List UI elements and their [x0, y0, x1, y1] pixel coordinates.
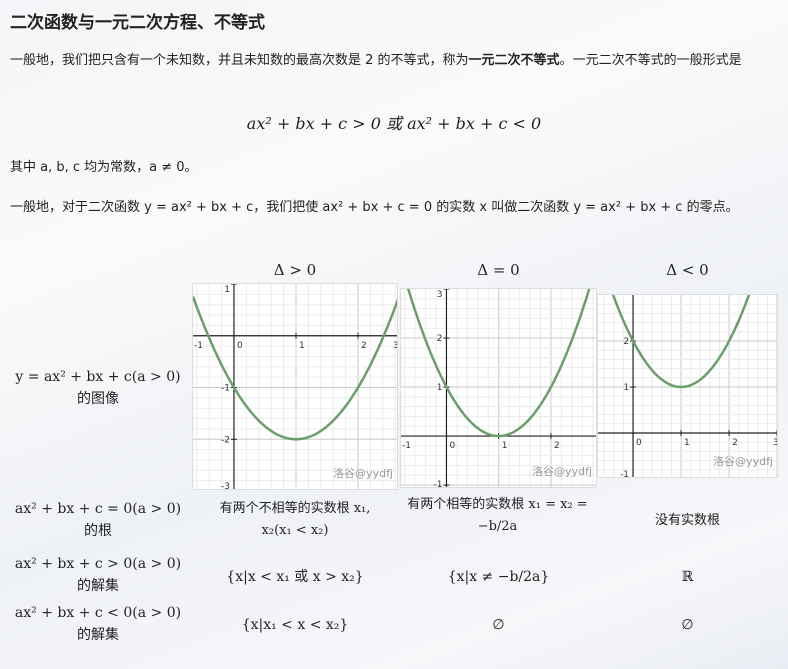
- parabola: [193, 296, 397, 441]
- watermark: 洛谷@yydfj: [713, 454, 773, 468]
- y-tick-label: -1: [433, 480, 442, 488]
- graph: -1 0 1 2 3 1 -1 -2 -3 洛谷@yydfj: [192, 283, 398, 490]
- y-tick-label: 1: [224, 285, 230, 295]
- x-tick-label: 0: [449, 441, 455, 451]
- row-label: y = ax² + bx + c(a > 0) 的图像: [15, 369, 181, 407]
- x-tick-label: 2: [732, 438, 738, 448]
- row-label: ax² + bx + c = 0(a > 0) 的根: [14, 501, 182, 539]
- y-tick-label: 2: [623, 337, 629, 347]
- x-tick-label: 2: [554, 441, 560, 451]
- formula: ax² + bx + c > 0 或 ax² + bx + c < 0: [246, 114, 542, 133]
- row-label: ax² + bx + c < 0(a > 0) 的解集: [14, 605, 182, 643]
- cell: ℝ: [681, 569, 694, 585]
- x-tick-label: 2: [361, 341, 367, 351]
- x-tick-label: 1: [684, 438, 690, 448]
- y-tick-label: -3: [221, 482, 230, 490]
- x-tick-label: 3: [393, 341, 398, 351]
- x-tick-label: 3: [773, 438, 778, 448]
- graph: 0 1 2 3 2 1 -1 洛谷@yydfj: [597, 294, 778, 478]
- cell: {x|x < x₁ 或 x > x₂}: [226, 569, 364, 585]
- column-header: Δ > 0: [273, 261, 317, 279]
- x-tick-label: 0: [636, 438, 642, 448]
- text: 。一元二次不等式的一般形式是: [559, 53, 742, 68]
- y-tick-label: 2: [437, 334, 443, 344]
- column-header: Δ = 0: [477, 261, 520, 279]
- watermark: 洛谷@yydfj: [333, 466, 393, 480]
- paragraph: 其中 a, b, c 均为常数，a ≠ 0。: [10, 160, 198, 175]
- y-tick-label: -2: [221, 435, 230, 445]
- column-header: Δ < 0: [666, 261, 709, 279]
- cell: {x|x₁ < x < x₂}: [241, 617, 349, 633]
- row-label: ax² + bx + c > 0(a > 0) 的解集: [14, 556, 182, 594]
- x-tick-label: 1: [299, 341, 305, 351]
- title: 二次函数与一元二次方程、不等式: [10, 13, 265, 33]
- y-tick-label: -1: [620, 470, 629, 478]
- cell: {x|x ≠ −b/2a}: [447, 569, 550, 585]
- cell: 有两个不相等的实数根 x₁, x₂(x₁ < x₂): [219, 501, 371, 538]
- cell: ∅: [681, 617, 694, 633]
- y-tick-label: 1: [437, 383, 443, 393]
- watermark: 洛谷@yydfj: [532, 464, 592, 478]
- cell: 没有实数根: [654, 513, 720, 528]
- paragraph: 一般地，我们把只含有一个未知数，并且未知数的最高次数是 2 的不等式，称为一元二…: [10, 50, 780, 72]
- x-tick-label: 1: [502, 441, 508, 451]
- x-tick-label: -1: [194, 341, 203, 351]
- cell: ∅: [492, 617, 505, 633]
- y-tick-label: -1: [221, 384, 230, 394]
- graph: -1 0 1 2 3 2 1 -1 洛谷@yydfj: [400, 288, 597, 488]
- parabola: [611, 295, 751, 389]
- x-tick-label: -1: [402, 441, 411, 451]
- text: 一般地，我们把只含有一个未知数，并且未知数的最高次数是 2 的不等式，称为: [10, 53, 469, 68]
- parabola: [406, 289, 591, 438]
- x-tick-label: 0: [237, 341, 243, 351]
- cell: 有两个相等的实数根 x₁ = x₂ = −b/2a: [407, 497, 588, 534]
- paragraph: 一般地，对于二次函数 y = ax² + bx + c，我们把使 ax² + b…: [10, 200, 739, 215]
- y-tick-label: 3: [437, 290, 443, 300]
- bold-term: 一元二次不等式: [468, 53, 560, 68]
- y-tick-label: 1: [623, 383, 629, 393]
